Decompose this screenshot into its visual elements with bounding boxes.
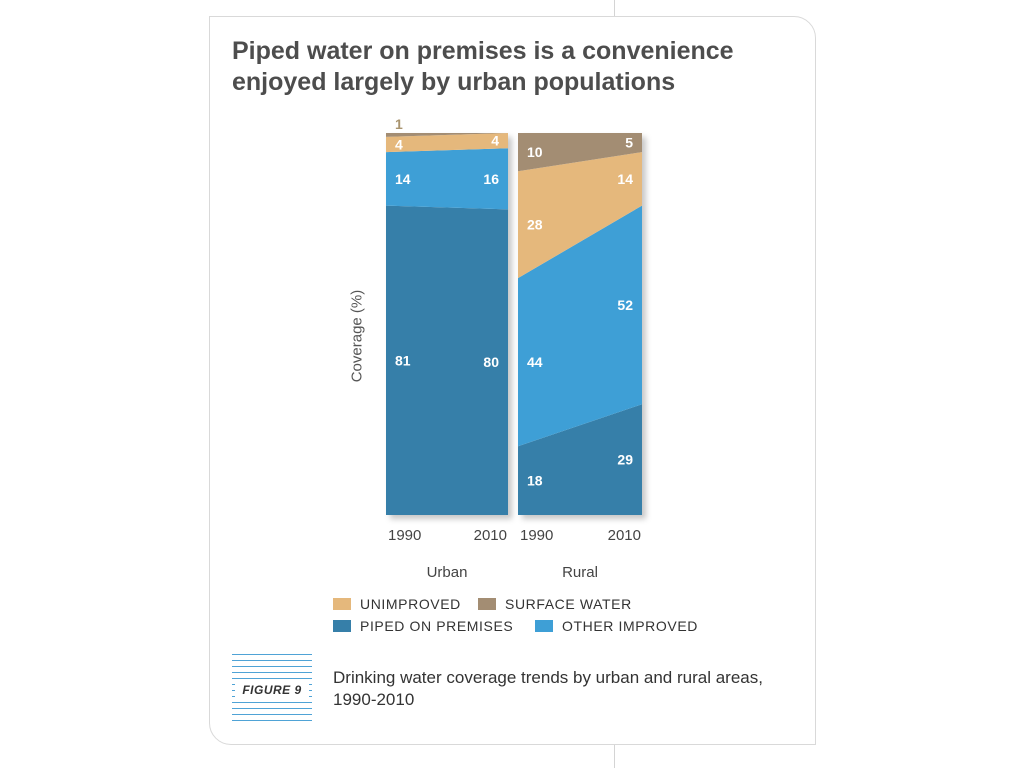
rural-panel: 18 29 44 52 28 14 10 5 1990 2010 Rural [518, 133, 642, 581]
urban-label-unimproved-2010: 4 [491, 133, 499, 149]
rural-area-piped-on-premises [518, 404, 642, 515]
urban-label-other-improved-2010: 16 [483, 171, 499, 187]
urban-label-other-improved-1990: 14 [395, 171, 411, 187]
rural-x-tick-1990: 1990 [520, 527, 553, 544]
figure-card [209, 16, 816, 745]
rural-x-tick-2010: 2010 [608, 527, 641, 544]
urban-group-label: Urban [427, 564, 468, 581]
rural-label-piped-on-premises-1990: 18 [527, 473, 543, 489]
chart-title: Piped water on premises is a convenience… [232, 37, 734, 96]
urban-label-surface-water-1990: 1 [395, 116, 403, 132]
legend-swatch-piped-on-premises [333, 620, 351, 632]
legend-swatch-unimproved [333, 598, 351, 610]
legend-label-piped-on-premises: PIPED ON PREMISES [360, 618, 514, 634]
urban-label-unimproved-1990: 4 [395, 136, 403, 152]
rural-label-other-improved-1990: 44 [527, 354, 543, 370]
rural-area-other-improved [518, 205, 642, 447]
legend-swatch-other-improved [535, 620, 553, 632]
rural-label-piped-on-premises-2010: 29 [617, 452, 633, 468]
urban-area-surface-water [386, 133, 508, 137]
legend-item-other-improved: OTHER IMPROVED [535, 616, 698, 636]
urban-label-piped-on-premises-2010: 80 [483, 354, 499, 370]
rural-label-unimproved-2010: 14 [617, 171, 633, 187]
legend-label-unimproved: UNIMPROVED [360, 596, 461, 612]
rural-label-surface-water-2010: 5 [625, 135, 633, 151]
legend-label-surface-water: SURFACE WATER [505, 596, 632, 612]
urban-area-piped-on-premises [386, 205, 508, 515]
urban-area-other-improved [386, 148, 508, 210]
legend-item-surface-water: SURFACE WATER [478, 594, 632, 614]
urban-x-tick-1990: 1990 [388, 527, 421, 544]
urban-label-piped-on-premises-1990: 81 [395, 352, 411, 368]
rural-label-unimproved-1990: 28 [527, 217, 543, 233]
rural-label-surface-water-1990: 10 [527, 144, 543, 160]
rural-area-surface-water [518, 133, 642, 172]
urban-panel: 81 80 14 16 4 4 1 1990 2010 Urban [386, 116, 508, 581]
figure-caption: Drinking water coverage trends by urban … [333, 668, 763, 709]
rural-area-unimproved [518, 152, 642, 279]
rural-group-label: Rural [562, 564, 598, 581]
figure-number-label: FIGURE 9 [235, 681, 309, 699]
legend-item-piped-on-premises: PIPED ON PREMISES [333, 616, 513, 636]
legend-label-other-improved: OTHER IMPROVED [562, 618, 698, 634]
rural-label-other-improved-2010: 52 [617, 297, 633, 313]
urban-x-tick-2010: 2010 [474, 527, 507, 544]
legend-item-unimproved: UNIMPROVED [333, 594, 461, 614]
legend-swatch-surface-water [478, 598, 496, 610]
urban-area-unimproved [386, 133, 508, 153]
